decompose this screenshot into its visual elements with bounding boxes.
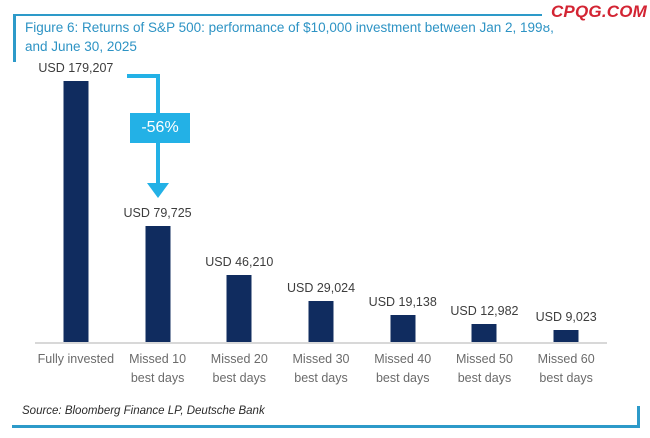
bar [390, 315, 416, 343]
category-label: Missed 50 best days [444, 350, 526, 388]
bar-column: USD 179,207 [35, 60, 117, 343]
category-label-line: Missed 50 [455, 352, 513, 366]
figure-title-line2: and June 30, 2025 [25, 38, 137, 54]
category-label-line: best days [294, 371, 348, 385]
bar [553, 330, 579, 343]
bar-column: USD 19,138 [362, 60, 444, 343]
category-label: Missed 40 best days [362, 350, 444, 388]
category-label: Fully invested [35, 350, 117, 388]
bar [145, 226, 171, 343]
category-label: Missed 10 best days [117, 350, 199, 388]
category-axis-labels: Fully invested Missed 10 best days Missed 2… [35, 350, 607, 388]
bar-value-label: USD 12,982 [450, 304, 519, 318]
category-label: Missed 20 best days [198, 350, 280, 388]
drop-percentage-badge: -56% [130, 113, 190, 143]
bar-value-label: USD 46,210 [205, 255, 274, 269]
source-text: Source: Bloomberg Finance LP, Deutsche B… [22, 405, 265, 417]
bar [471, 324, 497, 343]
bar-column: USD 79,725 [117, 60, 199, 343]
bar [308, 301, 334, 343]
category-label: Missed 30 best days [280, 350, 362, 388]
drop-arrow-horizontal-segment [127, 74, 158, 78]
bar-value-label: USD 79,725 [123, 206, 192, 220]
bar-plot-area: USD 179,207 USD 79,725 USD 46,210 USD 29,02… [35, 60, 607, 343]
drop-arrow-head-icon [147, 183, 169, 198]
bar-column: USD 12,982 [444, 60, 526, 343]
category-label-line: best days [212, 371, 267, 385]
bar-column: USD 46,210 [198, 60, 280, 343]
bar-value-label: USD 179,207 [38, 61, 114, 75]
category-label-line: best days [375, 371, 430, 385]
bar [63, 81, 89, 343]
figure-title-line1: Figure 6: Returns of S&P 500: performanc… [25, 20, 554, 35]
watermark-text: CPQG.COM [542, 0, 650, 25]
bar-value-label: USD 9,023 [535, 310, 597, 324]
category-label: Missed 60 best days [525, 350, 607, 388]
category-label-line: best days [130, 371, 185, 385]
bar-value-label: USD 29,024 [286, 281, 356, 295]
category-label-line: Missed 20 [210, 352, 268, 366]
category-label-line: Fully invested [37, 352, 115, 366]
category-label-line: Missed 60 [537, 352, 595, 366]
category-label-line: Missed 10 [129, 352, 187, 366]
category-label-line: Missed 30 [292, 352, 350, 366]
category-label-line: best days [539, 371, 593, 385]
bar-column: USD 9,023 [525, 60, 607, 343]
bar-column: USD 29,024 [280, 60, 362, 343]
category-label-line: Missed 40 [374, 352, 432, 366]
bar-value-label: USD 19,138 [368, 295, 437, 309]
title-bracket-rule [13, 14, 556, 62]
bar [226, 275, 252, 343]
category-label-line: best days [457, 371, 512, 385]
figure-title: Figure 6: Returns of S&P 500: performanc… [25, 19, 645, 56]
bottom-bracket-rule [12, 406, 640, 428]
x-axis-line [35, 342, 607, 344]
